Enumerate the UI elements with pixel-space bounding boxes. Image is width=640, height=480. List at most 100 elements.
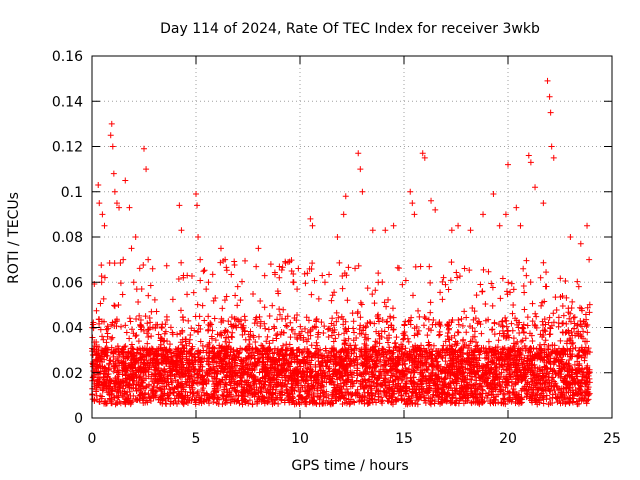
data-point (509, 310, 516, 317)
data-point (532, 310, 539, 317)
data-point (530, 345, 537, 352)
data-point (177, 307, 184, 314)
data-point (495, 337, 502, 344)
data-point (575, 348, 582, 355)
data-point (584, 304, 591, 311)
data-point (361, 334, 368, 341)
data-point (117, 260, 124, 267)
data-point (209, 335, 216, 342)
data-point (385, 296, 392, 303)
data-point (434, 374, 441, 381)
data-point (388, 392, 395, 399)
data-point (315, 329, 322, 336)
data-point (179, 353, 186, 360)
data-point (256, 369, 263, 376)
data-point (442, 281, 449, 288)
data-point (389, 305, 396, 312)
data-point (328, 395, 335, 402)
data-point (478, 375, 485, 382)
data-point (350, 318, 357, 325)
data-point (394, 264, 401, 271)
data-point (553, 306, 560, 313)
data-point (308, 265, 315, 272)
data-point (276, 274, 283, 281)
data-point (318, 319, 325, 326)
data-point (439, 355, 446, 362)
data-point (188, 345, 195, 352)
data-point (274, 331, 281, 338)
data-point (137, 321, 144, 328)
data-point (100, 295, 107, 302)
data-point (435, 352, 442, 359)
data-point (153, 308, 160, 315)
data-point (155, 331, 162, 338)
data-point (399, 356, 406, 363)
data-point (302, 325, 309, 332)
data-point (575, 328, 582, 335)
data-point (427, 279, 434, 286)
data-point (278, 267, 285, 274)
data-point (197, 325, 204, 332)
data-point (246, 397, 253, 404)
data-point (212, 337, 219, 344)
data-point (89, 321, 96, 328)
data-point (314, 333, 321, 340)
data-point (242, 257, 249, 264)
data-point (531, 321, 538, 328)
data-point (455, 329, 462, 336)
data-point (575, 400, 582, 407)
data-point (91, 342, 98, 349)
data-point (485, 268, 492, 275)
data-point (275, 400, 282, 407)
data-point (180, 317, 187, 324)
data-point (456, 367, 463, 374)
data-point (451, 332, 458, 339)
data-point (342, 389, 349, 396)
data-point (474, 342, 481, 349)
data-point (491, 331, 498, 338)
data-point (177, 374, 184, 381)
data-point (407, 321, 414, 328)
data-point (219, 305, 226, 312)
data-point (294, 286, 301, 293)
data-point (151, 296, 158, 303)
data-point (497, 295, 504, 302)
data-point (382, 382, 389, 389)
data-point (571, 391, 578, 398)
data-point (305, 335, 312, 342)
data-point (377, 368, 384, 375)
data-point (454, 340, 461, 347)
data-point (350, 370, 357, 377)
data-point (336, 355, 343, 362)
data-point (311, 277, 318, 284)
data-point (278, 382, 285, 389)
data-point (461, 308, 468, 315)
data-point (303, 314, 310, 321)
data-point (339, 272, 346, 279)
data-point (101, 318, 108, 325)
data-point (477, 382, 484, 389)
data-point (348, 392, 355, 399)
data-point (127, 350, 134, 357)
data-point (236, 400, 243, 407)
data-point (304, 365, 311, 372)
data-point (304, 270, 311, 277)
data-point (528, 378, 535, 385)
data-point (268, 392, 275, 399)
data-point (315, 380, 322, 387)
data-point (412, 263, 419, 270)
data-point (158, 323, 165, 330)
data-point (284, 313, 291, 320)
data-point (493, 393, 500, 400)
data-point (310, 390, 317, 397)
data-point (506, 389, 513, 396)
data-point (290, 271, 297, 278)
data-point (399, 371, 406, 378)
data-point (445, 286, 452, 293)
data-point (536, 367, 543, 374)
data-point (145, 292, 152, 299)
data-point (228, 314, 235, 321)
data-point (203, 286, 210, 293)
data-point (210, 398, 217, 405)
